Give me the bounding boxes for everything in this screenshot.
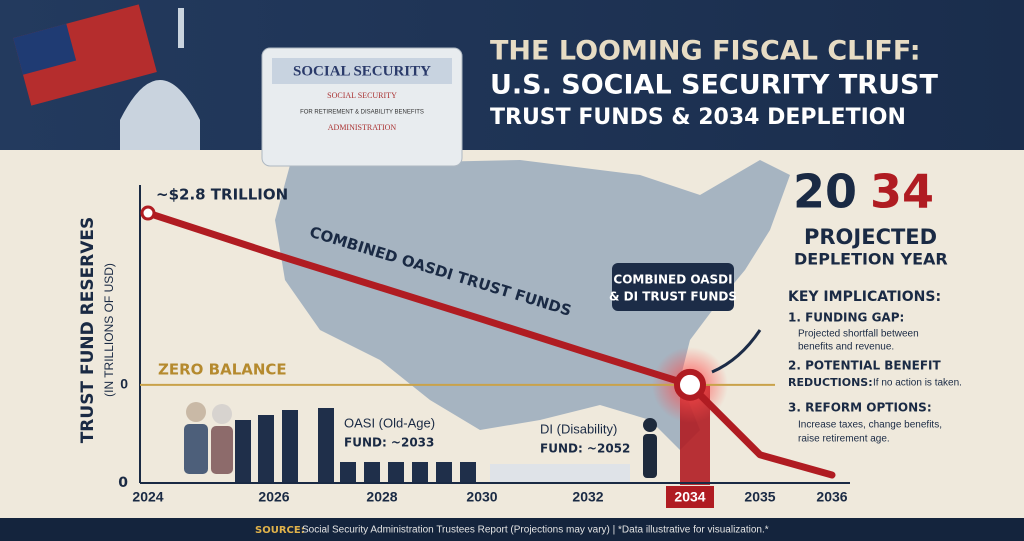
callout-box	[612, 263, 734, 311]
card-title: SOCIAL SECURITY	[293, 63, 431, 79]
x-tick-label: 2024	[132, 489, 163, 505]
zero-label: ZERO BALANCE	[158, 361, 287, 379]
item-body: If no action is taken.	[873, 378, 962, 389]
di-label: FUND: ~2052	[540, 442, 630, 456]
callout-arrow	[711, 329, 762, 374]
card-band	[272, 58, 452, 84]
trend-line	[144, 209, 836, 479]
item-body: raise retirement age.	[798, 434, 890, 445]
walker-figure	[643, 418, 657, 432]
callout-text: COMBINED OASDI	[613, 273, 732, 287]
point-marker	[674, 368, 706, 401]
x-tick-label: 2034	[674, 489, 705, 505]
decor-bars	[235, 408, 630, 482]
di-label: DI (Disability)	[540, 421, 617, 436]
oasi-label: OASI (Old-Age)	[344, 415, 435, 430]
title-line: U.S. SOCIAL SECURITY TRUST	[490, 70, 938, 101]
depletion: DEPLETION YEAR	[794, 250, 948, 269]
card-subtitle: FOR RETIREMENT & DISABILITY BENEFITS	[300, 110, 424, 116]
start-annotation: ~$2.8 TRILLION	[156, 186, 288, 204]
source-text: Social Security Administration Trustees …	[302, 525, 769, 536]
title-line: TRUST FUNDS & 2034 DEPLETION	[490, 105, 906, 130]
item-heading: 1. FUNDING GAP:	[788, 311, 904, 325]
y-tick-label: 0	[120, 376, 128, 392]
footer-band	[0, 518, 1024, 541]
elder-figure	[184, 424, 208, 474]
x-tick-label: 2036	[816, 489, 847, 505]
item-body: benefits and revenue.	[798, 342, 894, 353]
capitol-spire	[178, 8, 184, 48]
elder-figure	[186, 402, 206, 422]
x-tick-highlight	[666, 486, 714, 508]
title-line: THE LOOMING FISCAL CLIFF:	[490, 36, 921, 67]
x-tick-label: 2035	[744, 489, 775, 505]
capitol	[120, 80, 200, 150]
y-axis-label: TRUST FUND RESERVES	[78, 217, 98, 444]
card-seal-bottom: ADMINISTRATION	[328, 123, 397, 132]
year-prefix: 20	[793, 165, 857, 219]
x-tick-label: 2030	[466, 489, 497, 505]
y-bottom-label: 0	[118, 475, 128, 491]
year-suffix: 34	[870, 165, 934, 219]
oasi-box	[336, 410, 446, 458]
item-body: Projected shortfall between	[798, 329, 919, 340]
x-tick-label: 2028	[366, 489, 397, 505]
x-tick-label: 2032	[572, 489, 603, 505]
elder-figure	[211, 426, 233, 474]
x-tick-label: 2026	[258, 489, 289, 505]
source-label: SOURCE:	[255, 525, 305, 536]
implications-title: KEY IMPLICATIONS:	[788, 289, 941, 305]
projected: PROJECTED	[804, 225, 937, 249]
card-seal-top: SOCIAL SECURITY	[327, 91, 397, 100]
item-heading: 3. REFORM OPTIONS:	[788, 401, 932, 415]
point-marker	[140, 205, 156, 221]
y-axis-sublabel: (IN TRILLIONS OF USD)	[102, 263, 116, 397]
flag-canton	[13, 23, 77, 75]
item-body: Increase taxes, change benefits,	[798, 420, 942, 431]
oasi-label: FUND: ~2033	[344, 436, 434, 450]
callout-text: & DI TRUST FUNDS	[609, 290, 737, 304]
walker-figure	[643, 434, 657, 478]
elder-figure	[212, 404, 232, 424]
item-heading: REDUCTIONS:	[788, 376, 873, 389]
item-heading: 2. POTENTIAL BENEFIT	[788, 359, 942, 373]
